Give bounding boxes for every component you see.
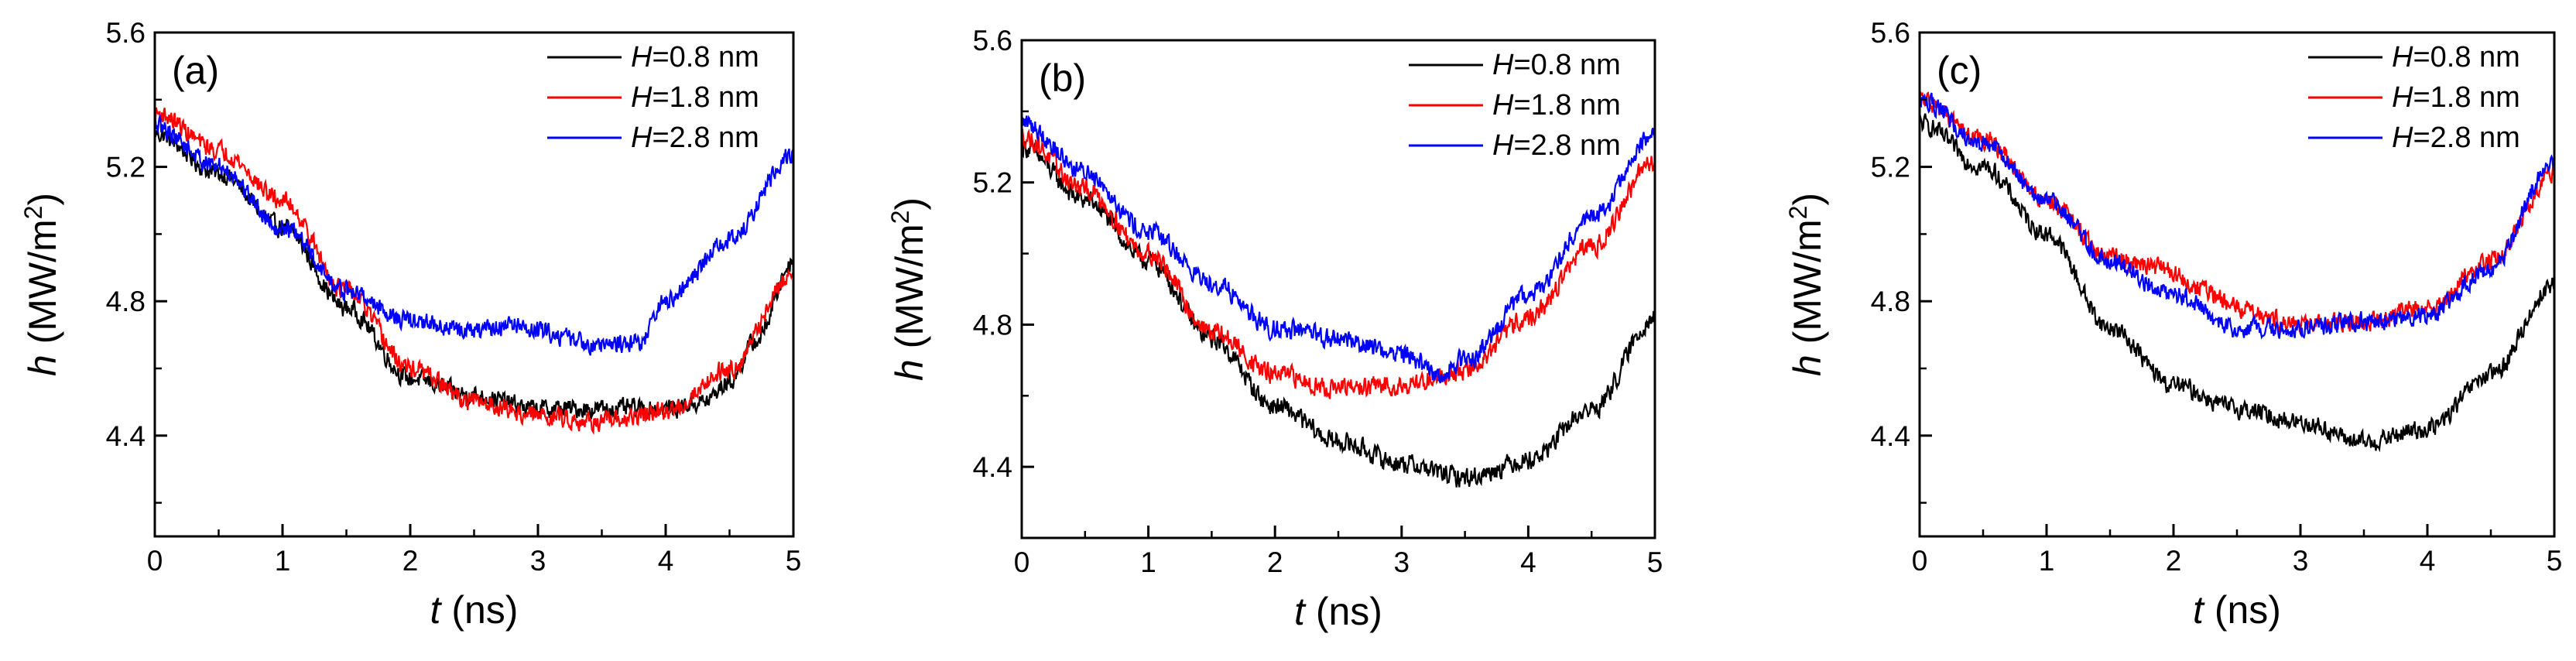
legend-label: H=2.8 nm — [1492, 129, 1621, 162]
x-tick-label: 4 — [1520, 546, 1536, 578]
data-series-2 — [155, 107, 793, 435]
x-tick-label: 3 — [530, 545, 546, 577]
x-axis-unit: (ns) — [440, 588, 518, 632]
x-tick-label: 1 — [275, 545, 291, 577]
x-tick-label: 3 — [1394, 546, 1410, 578]
legend-var: H — [631, 81, 653, 114]
legend-value: =0.8 nm — [1513, 49, 1620, 81]
x-tick-label: 3 — [2293, 545, 2309, 577]
legend-value: =0.8 nm — [2413, 41, 2519, 74]
y-axis-close: ) — [888, 197, 931, 211]
x-axis-var: t — [430, 588, 443, 632]
legend-value: =2.8 nm — [2413, 122, 2519, 154]
y-axis-var: h — [21, 354, 64, 376]
x-axis-label: t (ns) — [2193, 588, 2281, 632]
y-tick-label: 5.2 — [106, 152, 146, 183]
chart-panel-b: 0 1 2 3 4 54.44.85.25.6t (ns)h (MW/m2)(b) H=0.… — [886, 25, 1663, 633]
y-tick-label: 5.2 — [1871, 152, 1910, 183]
y-axis-var: h — [1786, 354, 1829, 376]
y-tick-label: 4.8 — [973, 309, 1012, 341]
x-tick-label: 0 — [1912, 545, 1928, 577]
legend-label: H=1.8 nm — [2392, 81, 2520, 114]
legend-value: =2.8 nm — [652, 122, 759, 154]
legend-var: H — [2392, 41, 2413, 74]
panel-label: (c) — [1937, 49, 1982, 92]
legend-var: H — [2392, 81, 2413, 114]
y-axis-label: h (MW/m2) — [886, 197, 931, 381]
legend-label: H=1.8 nm — [631, 81, 759, 114]
legend-label: H=2.8 nm — [2392, 122, 2520, 154]
data-series-3 — [1920, 92, 2554, 340]
y-tick-label: 4.8 — [106, 286, 146, 317]
y-axis-close: ) — [21, 193, 64, 206]
y-axis-sup: 2 — [19, 206, 47, 220]
legend-label: H=1.8 nm — [1492, 89, 1621, 122]
data-series-2 — [1022, 128, 1655, 399]
x-tick-label: 2 — [402, 545, 419, 577]
data-series-1 — [1920, 113, 2554, 453]
legend-var: H — [1492, 49, 1514, 81]
y-axis-label: h (MW/m2) — [19, 193, 64, 376]
y-tick-label: 5.2 — [973, 167, 1012, 199]
y-axis-sup: 2 — [886, 211, 914, 224]
legend-label: H=2.8 nm — [631, 122, 759, 154]
y-axis-label: h (MW/m2) — [1784, 193, 1829, 376]
legend-value: =0.8 nm — [652, 41, 759, 74]
legend-var: H — [2392, 122, 2413, 154]
x-tick-label: 4 — [2420, 545, 2436, 577]
x-tick-label: 0 — [1014, 546, 1030, 578]
x-tick-label: 5 — [786, 545, 802, 577]
chart-panel-a: 0 1 2 3 4 54.44.85.25.6t (ns)h (MW/m2)(a) H=0.… — [19, 17, 801, 632]
panel-label: (b) — [1039, 57, 1086, 100]
y-tick-label: 4.4 — [106, 420, 146, 452]
y-tick-label: 4.8 — [1871, 286, 1910, 317]
x-tick-label: 2 — [1267, 546, 1283, 578]
chart-panel-c: 0 1 2 3 4 54.44.85.25.6t (ns)h (MW/m2)(c) H=0.… — [1784, 17, 2562, 632]
x-tick-label: 5 — [1647, 546, 1663, 578]
x-axis-label: t (ns) — [1294, 590, 1382, 633]
legend-value: =2.8 nm — [1513, 129, 1620, 162]
panel-label: (a) — [172, 49, 219, 92]
data-series-1 — [1022, 139, 1655, 488]
x-axis-var: t — [2193, 588, 2205, 632]
y-axis-unit: (MW/m — [1786, 219, 1829, 354]
x-axis-label: t (ns) — [430, 588, 519, 632]
y-tick-label: 5.6 — [1871, 17, 1910, 49]
x-axis-var: t — [1294, 590, 1307, 633]
legend-var: H — [1492, 89, 1514, 122]
data-series-3 — [1022, 115, 1655, 384]
legend-var: H — [1492, 129, 1514, 162]
y-axis-unit: (MW/m — [21, 219, 64, 354]
legend-value: =1.8 nm — [1513, 89, 1620, 122]
y-axis-close: ) — [1786, 193, 1829, 206]
legend-var: H — [631, 122, 653, 154]
y-tick-label: 4.4 — [973, 451, 1012, 483]
x-tick-label: 1 — [2039, 545, 2055, 577]
legend-label: H=0.8 nm — [2392, 41, 2520, 74]
x-tick-label: 4 — [658, 545, 674, 577]
x-tick-label: 5 — [2547, 545, 2563, 577]
data-series-3 — [155, 113, 793, 356]
x-tick-label: 1 — [1140, 546, 1156, 578]
y-tick-label: 4.4 — [1871, 420, 1910, 452]
legend-value: =1.8 nm — [652, 81, 759, 114]
x-tick-label: 2 — [2166, 545, 2182, 577]
y-tick-label: 5.6 — [973, 25, 1012, 57]
legend-value: =1.8 nm — [2413, 81, 2519, 114]
y-axis-sup: 2 — [1784, 206, 1812, 220]
legend-var: H — [631, 41, 653, 74]
y-axis-unit: (MW/m — [888, 224, 931, 359]
x-axis-unit: (ns) — [2204, 588, 2281, 632]
x-tick-label: 0 — [147, 545, 163, 577]
legend-label: H=0.8 nm — [631, 41, 759, 74]
y-axis-var: h — [888, 359, 931, 381]
legend-label: H=0.8 nm — [1492, 49, 1621, 81]
y-tick-label: 5.6 — [106, 17, 146, 49]
x-axis-unit: (ns) — [1305, 590, 1382, 633]
